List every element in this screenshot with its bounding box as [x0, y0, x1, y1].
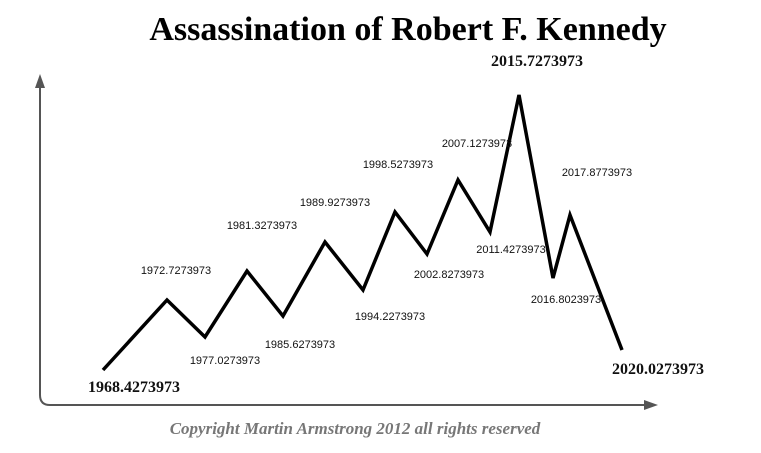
point-label: 2017.8773973	[562, 167, 632, 179]
point-label: 2020.0273973	[612, 361, 704, 378]
copyright: Copyright Martin Armstrong 2012 all righ…	[170, 419, 541, 438]
point-label: 1989.9273973	[300, 197, 370, 209]
axes	[39, 84, 648, 406]
point-label: 1981.3273973	[227, 220, 297, 232]
point-label: 1972.7273973	[141, 265, 211, 277]
zigzag-line	[101, 94, 624, 372]
point-label: 2016.8023973	[531, 294, 601, 306]
point-label: 1968.4273973	[88, 379, 180, 396]
point-label: 2011.4273973	[476, 244, 546, 256]
point-label: 1998.5273973	[363, 159, 433, 171]
axis-arrow	[644, 400, 658, 410]
point-label: 1985.6273973	[265, 339, 335, 351]
point-label: 2007.1273973	[442, 138, 512, 150]
axis-arrow	[35, 74, 45, 88]
title: Assassination of Robert F. Kennedy	[149, 11, 666, 48]
point-label: 1994.2273973	[355, 311, 425, 323]
point-label: 2002.8273973	[414, 269, 484, 281]
point-label: 1977.0273973	[190, 355, 260, 367]
point-label: 2015.7273973	[491, 53, 583, 70]
axis-line	[39, 84, 648, 406]
